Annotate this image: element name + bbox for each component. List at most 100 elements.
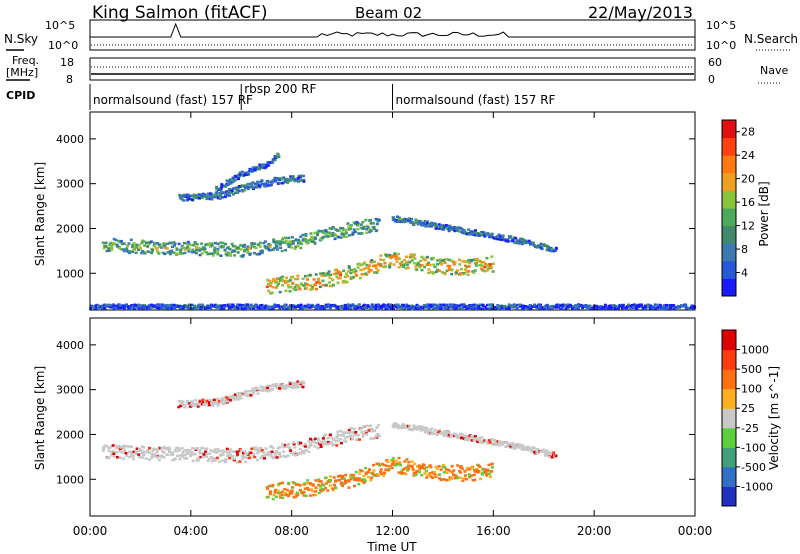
data-cell bbox=[296, 274, 300, 278]
data-cell bbox=[358, 472, 362, 475]
data-cell bbox=[189, 454, 192, 457]
data-cell bbox=[95, 306, 99, 310]
data-cell bbox=[259, 385, 263, 389]
colorbar-tick-label: 24 bbox=[741, 149, 755, 162]
data-cell bbox=[309, 437, 312, 441]
data-cell bbox=[345, 431, 349, 434]
data-cell bbox=[307, 450, 311, 453]
data-cell bbox=[448, 304, 452, 307]
data-cell bbox=[237, 185, 241, 188]
data-cell bbox=[469, 304, 473, 307]
data-cell bbox=[195, 402, 199, 406]
data-cell bbox=[450, 465, 454, 468]
data-cell bbox=[433, 303, 437, 307]
data-cell bbox=[473, 435, 477, 438]
data-cell bbox=[238, 460, 242, 463]
data-cell bbox=[125, 454, 129, 457]
data-cell bbox=[409, 221, 413, 224]
data-cell bbox=[363, 261, 367, 264]
data-cell bbox=[122, 248, 126, 251]
data-cell bbox=[265, 285, 269, 289]
data-cell bbox=[450, 306, 454, 309]
data-cell bbox=[328, 484, 332, 487]
data-cell bbox=[205, 251, 209, 254]
data-cell bbox=[290, 491, 294, 495]
data-cell bbox=[324, 482, 328, 485]
data-cell bbox=[450, 268, 454, 272]
data-cell bbox=[316, 303, 320, 307]
data-cell bbox=[283, 180, 287, 183]
data-cell bbox=[296, 491, 299, 494]
data-cell bbox=[394, 459, 398, 463]
data-cell bbox=[388, 263, 392, 267]
data-cell bbox=[162, 451, 166, 454]
data-cell bbox=[507, 443, 511, 446]
data-cell bbox=[397, 456, 401, 460]
data-cell bbox=[441, 271, 445, 274]
data-cell bbox=[227, 182, 231, 185]
data-cell bbox=[262, 163, 265, 166]
data-cell bbox=[331, 488, 335, 492]
data-cell bbox=[127, 455, 131, 459]
data-cell bbox=[281, 182, 284, 185]
data-cell bbox=[478, 436, 482, 439]
data-cell bbox=[304, 494, 308, 498]
data-cell bbox=[215, 187, 219, 190]
data-cell bbox=[288, 306, 292, 310]
data-cell bbox=[213, 459, 217, 462]
data-cell bbox=[316, 233, 319, 236]
data-cell bbox=[374, 217, 378, 221]
data-cell bbox=[185, 457, 189, 460]
data-cell bbox=[243, 248, 247, 251]
data-cell bbox=[443, 430, 447, 433]
data-cell bbox=[437, 465, 441, 468]
data-cell bbox=[228, 252, 232, 255]
data-cell bbox=[388, 465, 392, 468]
data-cell bbox=[489, 263, 493, 266]
data-cell bbox=[181, 307, 185, 311]
data-cell bbox=[210, 252, 214, 255]
data-cell bbox=[495, 440, 498, 444]
data-cell bbox=[528, 304, 532, 307]
data-cell bbox=[331, 278, 335, 281]
freq-panel bbox=[89, 57, 696, 81]
data-cell bbox=[515, 307, 519, 310]
data-cell bbox=[443, 272, 447, 276]
data-cell bbox=[228, 398, 232, 402]
data-cell bbox=[306, 278, 309, 281]
data-cell bbox=[314, 493, 318, 497]
data-cell bbox=[151, 452, 155, 456]
data-cell bbox=[420, 255, 424, 259]
data-cell bbox=[185, 198, 189, 202]
data-cell bbox=[613, 307, 617, 310]
data-cell bbox=[371, 307, 375, 310]
data-cell bbox=[364, 218, 368, 222]
data-cell bbox=[317, 478, 321, 481]
data-cell bbox=[173, 242, 177, 245]
data-cell bbox=[333, 233, 337, 236]
data-cell bbox=[129, 307, 133, 311]
data-cell bbox=[271, 179, 275, 183]
data-cell bbox=[239, 449, 243, 452]
data-cell bbox=[467, 265, 471, 268]
data-cell bbox=[291, 175, 295, 178]
data-cell bbox=[353, 271, 357, 274]
data-cell bbox=[354, 470, 358, 474]
data-cell bbox=[460, 467, 464, 470]
data-cell bbox=[404, 219, 408, 223]
data-cell bbox=[178, 193, 182, 197]
data-cell bbox=[462, 229, 466, 232]
data-cell bbox=[187, 247, 191, 250]
data-cell bbox=[446, 264, 450, 268]
data-cell bbox=[442, 228, 446, 231]
data-cell bbox=[249, 451, 253, 455]
data-cell bbox=[531, 242, 535, 245]
data-cell bbox=[343, 479, 347, 483]
data-cell bbox=[576, 307, 580, 310]
data-cell bbox=[317, 280, 321, 284]
data-cell bbox=[419, 259, 423, 263]
data-cell bbox=[242, 305, 246, 308]
data-cell bbox=[285, 445, 289, 448]
data-cell bbox=[277, 281, 281, 284]
